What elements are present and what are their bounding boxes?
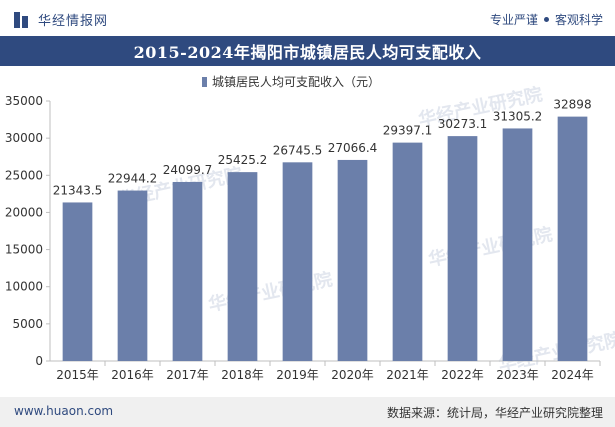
logo-icon (14, 11, 30, 28)
watermark-text: 华经产业研究院 (206, 268, 334, 316)
bar (392, 142, 423, 361)
y-tick-label: 10000 (5, 280, 43, 294)
data-label: 32898 (553, 98, 591, 112)
data-label: 29397.1 (383, 124, 433, 138)
bar (172, 181, 203, 361)
data-source: 数据来源：统计局，华经产业研究院整理 (386, 406, 603, 420)
bar (447, 136, 478, 361)
logo-text: 华经情报网 (38, 14, 109, 29)
tagline-right: 客观科学 (554, 13, 603, 27)
y-tick-label: 0 (35, 354, 43, 368)
x-tick-label: 2024年 (551, 368, 594, 382)
watermark-text: 华经产业研究院 (426, 223, 554, 271)
bar (62, 202, 93, 361)
y-tick-label: 30000 (5, 131, 43, 145)
tagline-left: 专业严谨 (489, 13, 538, 27)
bar (117, 190, 148, 361)
header-bar: 华经情报网 专业严谨 客观科学 (0, 0, 615, 36)
data-label: 22944.2 (108, 172, 158, 186)
x-tick-label: 2023年 (496, 368, 539, 382)
bar (282, 162, 313, 361)
data-label: 31305.2 (493, 109, 543, 123)
footer-bar: www.huaon.com 数据来源：统计局，华经产业研究院整理 (0, 397, 615, 427)
website-link[interactable]: www.huaon.com (14, 404, 114, 418)
bar (227, 172, 258, 361)
x-tick-label: 2020年 (331, 368, 374, 382)
y-tick-label: 35000 (5, 94, 43, 108)
data-label: 25425.2 (218, 153, 268, 167)
tagline: 专业严谨 客观科学 (490, 11, 603, 28)
legend-swatch (202, 77, 207, 87)
y-tick-label: 25000 (5, 168, 43, 182)
chart-title-bar: 2015-2024年揭阳市城镇居民人均可支配收入 (0, 36, 615, 66)
data-label: 30273.1 (438, 117, 488, 131)
data-label: 27066.4 (328, 141, 378, 155)
x-tick-label: 2019年 (276, 368, 319, 382)
y-tick-label: 5000 (12, 317, 43, 331)
bullet-icon (543, 17, 549, 22)
data-label: 24099.7 (163, 163, 213, 177)
bar (502, 128, 533, 361)
bar-chart: 华经产业研究院华经产业研究院华经产业研究院华经产业研究院华经产业研究院城镇居民人… (5, 75, 615, 382)
y-tick-label: 15000 (5, 243, 43, 257)
x-tick-label: 2018年 (221, 368, 264, 382)
x-tick-label: 2017年 (166, 368, 209, 382)
data-label: 21343.5 (53, 183, 103, 197)
x-tick-label: 2015年 (56, 368, 99, 382)
bar (557, 116, 588, 361)
logo[interactable]: 华经情报网 (14, 10, 108, 29)
x-tick-label: 2016年 (111, 368, 154, 382)
data-label: 26745.5 (273, 143, 323, 157)
y-tick-label: 20000 (5, 205, 43, 219)
chart-title: 2015-2024年揭阳市城镇居民人均可支配收入 (133, 43, 482, 62)
legend-label: 城镇居民人均可支配收入（元） (212, 75, 380, 89)
x-tick-label: 2022年 (441, 368, 484, 382)
x-tick-label: 2021年 (386, 368, 429, 382)
bar (337, 159, 368, 361)
